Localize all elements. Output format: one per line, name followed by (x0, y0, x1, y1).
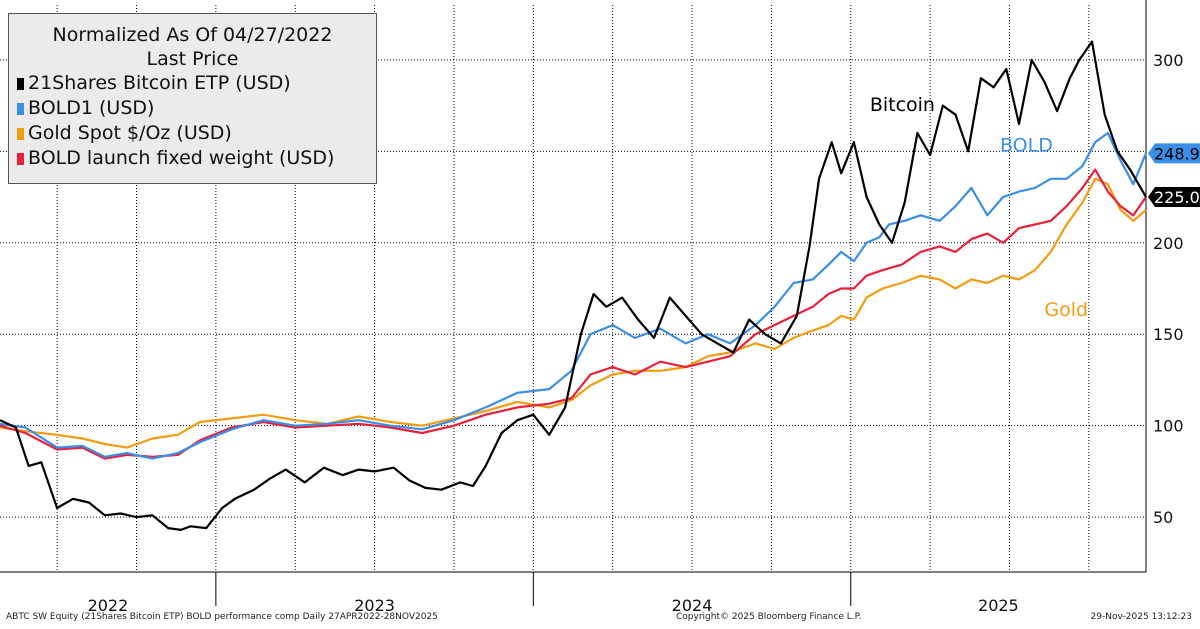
footer-timestamp: 29-Nov-2025 13:12:23 (1090, 612, 1192, 622)
y-tick-label-300: 300 (1153, 51, 1184, 70)
series-line-gold-spot-oz-usd (0, 177, 1147, 449)
series-line-21shares-bitcoin-etp-usd (0, 40, 1147, 531)
legend-item-bitcoin: 21Shares Bitcoin ETP (USD) (9, 71, 376, 96)
y-tick-label-100: 100 (1153, 417, 1184, 436)
legend-swatch-bold1 (17, 103, 24, 115)
legend-swatch-bold-fixed (17, 153, 24, 165)
legend-title: Normalized As Of 04/27/2022 (52, 24, 333, 46)
last-value-21shares-bitcoin-etp-usd-tag (1148, 187, 1200, 208)
x-tick-label-2025: 2025 (978, 596, 1019, 615)
y-tick-label-150: 150 (1153, 325, 1184, 344)
legend-label-bitcoin: 21Shares Bitcoin ETP (USD) (28, 72, 291, 94)
legend-label-bold-fixed: BOLD launch fixed weight (USD) (28, 147, 335, 169)
legend-item-bold-fixed: BOLD launch fixed weight (USD) (9, 146, 376, 171)
annotation-bold: BOLD (1000, 134, 1053, 156)
legend-swatch-bitcoin (17, 78, 24, 90)
annotation-gold: Gold (1044, 299, 1088, 321)
legend-swatch-gold (17, 128, 24, 140)
x-tick-label-2024: 2024 (672, 596, 713, 615)
footer-copyright: Copyright© 2025 Bloomberg Finance L.P. (676, 612, 862, 622)
legend-item-gold: Gold Spot $/Oz (USD) (9, 121, 376, 146)
series-line-bold1-usd (0, 131, 1148, 460)
last-value-bold1-usd-label: 248.9 (1154, 144, 1200, 163)
y-tick-label-50: 50 (1153, 508, 1173, 527)
annotation-bitcoin: Bitcoin (870, 94, 935, 116)
legend-subtitle: Last Price (146, 48, 239, 70)
x-tick-label-2022: 2022 (88, 596, 129, 615)
y-tick-label-200: 200 (1153, 234, 1184, 253)
legend-label-bold1: BOLD1 (USD) (28, 97, 155, 119)
series-line-bold-launch-fixed-weight-usd (0, 168, 1147, 460)
last-value-21shares-bitcoin-etp-usd-label: 225.0 (1154, 188, 1200, 207)
legend-item-bold1: BOLD1 (USD) (9, 96, 376, 121)
legend: Normalized As Of 04/27/2022 Last Price 2… (8, 13, 377, 184)
x-tick-label-2023: 2023 (354, 596, 395, 615)
legend-label-gold: Gold Spot $/Oz (USD) (28, 122, 232, 144)
last-value-bold1-usd-tag (1148, 143, 1200, 164)
footer-description: ABTC SW Equity (21Shares Bitcoin ETP) BO… (6, 612, 438, 622)
